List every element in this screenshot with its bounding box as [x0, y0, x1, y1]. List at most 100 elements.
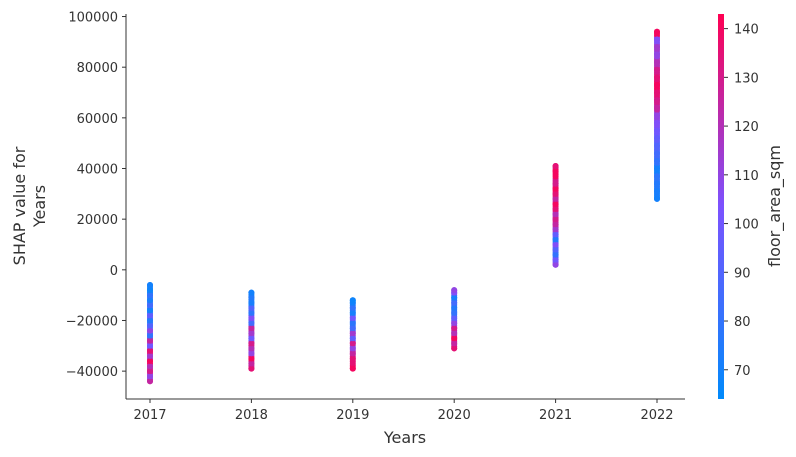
scatter-point	[552, 168, 559, 175]
scatter-point	[451, 325, 458, 332]
scatter-point	[147, 342, 153, 349]
plot-area: −40000−20000020000400006000080000100000 …	[66, 11, 685, 423]
x-tick-label: 2021	[539, 408, 572, 423]
y-tick-label: 40000	[77, 163, 118, 178]
scatter-point	[349, 330, 356, 337]
scatter-point	[451, 340, 458, 347]
x-tick-label: 2022	[640, 408, 673, 423]
scatter-point	[147, 307, 153, 314]
scatter-point	[349, 350, 356, 357]
scatter-point	[248, 330, 255, 337]
scatter-point	[552, 246, 559, 253]
scatter-point	[654, 142, 660, 149]
scatter-point	[248, 360, 255, 367]
scatter-point	[552, 211, 559, 218]
scatter-point	[349, 309, 356, 316]
scatter-point	[654, 59, 660, 66]
scatter-point	[248, 340, 255, 347]
scatter-point	[552, 231, 559, 238]
scatter-point	[248, 314, 255, 321]
x-tick-label: 2018	[235, 408, 268, 423]
scatter-point	[147, 378, 153, 385]
scatter-point	[654, 112, 660, 119]
colorbar-ticks: 70 80 90 100 110 120 130 140	[724, 23, 759, 379]
y-axis-ticks: −40000 −20000 0 20000 40000 60000 80000 100000	[66, 11, 126, 380]
scatter-point	[349, 355, 356, 362]
scatter-point	[147, 317, 153, 324]
scatter-points	[147, 28, 660, 385]
scatter-point	[552, 256, 559, 263]
scatter-point	[552, 200, 559, 207]
colorbar-tick-label: 100	[734, 218, 759, 233]
scatter-point	[349, 297, 356, 304]
scatter-point	[654, 74, 660, 81]
x-tick-label: 2019	[336, 408, 369, 423]
scatter-point	[552, 251, 559, 258]
scatter-point	[147, 358, 153, 365]
scatter-point	[451, 287, 458, 294]
scatter-point	[248, 309, 255, 316]
scatter-point	[147, 363, 153, 370]
scatter-point	[552, 206, 559, 213]
scatter-point	[147, 297, 153, 304]
scatter-point	[552, 236, 559, 243]
scatter-point	[349, 345, 356, 352]
x-tick-label: 2020	[438, 408, 471, 423]
y-axis-title-line-2: Years	[30, 185, 49, 228]
scatter-point	[654, 188, 660, 195]
y-tick-label: 0	[110, 264, 118, 279]
colorbar-tick-label: 70	[734, 364, 751, 379]
scatter-point	[349, 304, 356, 311]
scatter-point	[451, 304, 458, 311]
y-tick-label: −40000	[66, 365, 118, 380]
scatter-point	[147, 352, 153, 359]
scatter-point	[654, 28, 660, 35]
scatter-point	[552, 241, 559, 248]
scatter-point	[552, 261, 559, 268]
scatter-point	[654, 150, 660, 157]
scatter-point	[654, 81, 660, 88]
scatter-point	[147, 312, 153, 319]
scatter-point	[147, 302, 153, 309]
scatter-point	[654, 51, 660, 58]
scatter-point	[147, 337, 153, 344]
colorbar-gradient	[718, 14, 724, 399]
scatter-point	[248, 320, 255, 327]
scatter-point	[147, 368, 153, 375]
scatter-point	[654, 135, 660, 142]
scatter-point	[147, 322, 153, 329]
scatter-point	[552, 185, 559, 192]
scatter-point	[451, 330, 458, 337]
scatter-point	[654, 43, 660, 50]
scatter-point	[552, 221, 559, 228]
scatter-point	[349, 365, 356, 372]
y-tick-label: 100000	[68, 11, 118, 26]
x-tick-label: 2017	[133, 408, 166, 423]
scatter-point	[248, 365, 255, 372]
scatter-point	[552, 190, 559, 197]
scatter-point	[552, 162, 559, 169]
scatter-point	[451, 294, 458, 301]
scatter-point	[654, 127, 660, 134]
colorbar-tick-label: 130	[734, 71, 759, 86]
scatter-point	[147, 347, 153, 354]
scatter-point	[147, 327, 153, 334]
scatter-point	[248, 335, 255, 342]
scatter-point	[654, 97, 660, 104]
scatter-point	[248, 325, 255, 332]
scatter-point	[349, 314, 356, 321]
scatter-point	[451, 309, 458, 316]
scatter-point	[147, 373, 153, 380]
scatter-point	[654, 165, 660, 172]
y-tick-label: −20000	[66, 314, 118, 329]
scatter-point	[349, 325, 356, 332]
scatter-point	[451, 320, 458, 327]
scatter-point	[147, 282, 153, 289]
scatter-point	[451, 314, 458, 321]
scatter-point	[451, 335, 458, 342]
scatter-point	[552, 226, 559, 233]
y-tick-label: 20000	[77, 213, 118, 228]
scatter-point	[654, 173, 660, 180]
x-axis-ticks: 2017 2018 2019 2020 2021 2022	[133, 399, 674, 423]
